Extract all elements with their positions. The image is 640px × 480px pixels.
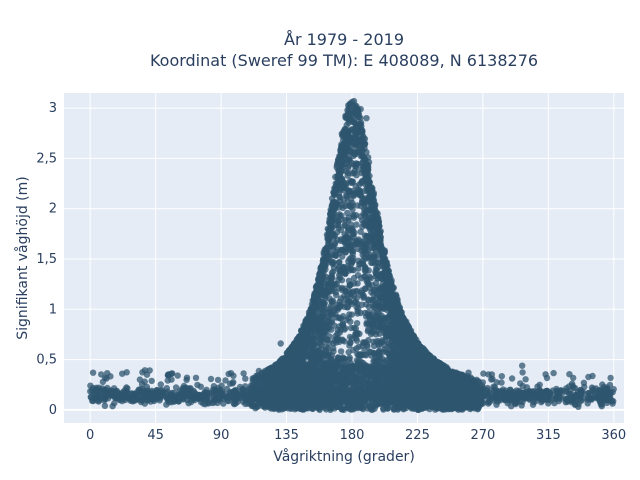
data-point: [507, 386, 514, 393]
data-point: [544, 387, 551, 395]
data-point: [101, 402, 109, 409]
data-point: [214, 399, 221, 407]
data-point: [145, 395, 153, 402]
data-point: [390, 405, 397, 413]
data-point: [537, 395, 545, 402]
data-points: [87, 97, 617, 414]
data-point: [508, 396, 516, 403]
data-point: [189, 396, 196, 403]
data-point: [103, 391, 110, 399]
data-point: [159, 390, 167, 398]
data-point: [353, 345, 360, 352]
data-point: [344, 402, 351, 410]
data-point: [150, 397, 158, 405]
data-point: [223, 385, 231, 393]
data-point: [255, 400, 262, 408]
data-point: [119, 397, 126, 405]
data-point: [185, 400, 192, 407]
data-point: [168, 399, 175, 406]
data-point: [353, 320, 361, 327]
data-point: [570, 395, 578, 402]
data-point: [237, 393, 244, 400]
data-point: [597, 401, 605, 408]
data-point: [502, 394, 509, 402]
data-point: [587, 390, 594, 397]
data-point: [168, 392, 176, 399]
data-point: [90, 391, 97, 398]
data-point: [248, 400, 255, 407]
data-point: [515, 394, 523, 401]
data-point: [196, 392, 203, 399]
data-point: [110, 385, 118, 392]
data-point: [365, 303, 373, 310]
data-point: [210, 392, 217, 399]
data-point: [232, 400, 239, 407]
data-point: [563, 395, 571, 403]
data-point: [331, 390, 338, 397]
data-point: [376, 400, 383, 407]
data-point: [485, 398, 492, 406]
data-point: [493, 401, 500, 408]
data-point: [476, 401, 483, 408]
data-point: [231, 387, 239, 395]
data-point: [94, 397, 101, 404]
data-point: [120, 388, 127, 395]
data-point: [255, 378, 262, 386]
data-point: [129, 396, 136, 403]
data-point: [339, 405, 347, 412]
data-point: [556, 394, 563, 401]
data-point: [345, 349, 352, 356]
data-point: [522, 394, 530, 401]
data-point: [532, 395, 539, 402]
data-point: [347, 387, 354, 394]
data-point: [220, 400, 227, 407]
data-point: [528, 390, 536, 397]
data-point: [491, 384, 499, 391]
data-point: [496, 397, 504, 404]
data-point: [575, 403, 582, 410]
data-point: [335, 386, 343, 393]
data-point: [548, 397, 555, 404]
data-point: [504, 400, 511, 407]
data-point: [109, 403, 116, 410]
data-point: [222, 391, 229, 398]
data-point: [131, 390, 138, 397]
data-point: [477, 395, 484, 403]
data-point: [586, 396, 594, 403]
data-point: [576, 397, 584, 404]
data-point: [175, 398, 182, 405]
data-point: [494, 389, 502, 396]
